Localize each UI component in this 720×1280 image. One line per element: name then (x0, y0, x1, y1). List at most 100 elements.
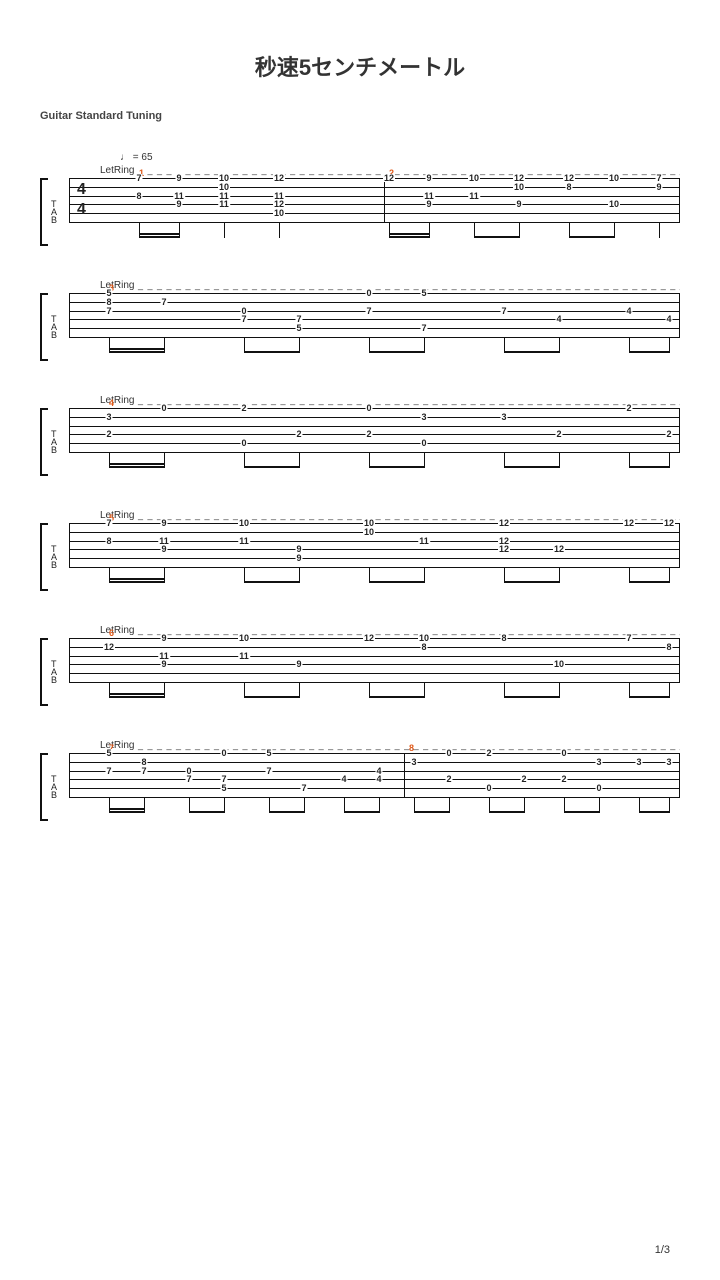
fret-number: 2 (560, 775, 567, 783)
fret-number: 12 (363, 634, 375, 642)
fret-number: 9 (425, 200, 432, 208)
barline (679, 753, 680, 797)
fret-number: 3 (410, 758, 417, 766)
fret-number: 7 (300, 784, 307, 792)
fret-number: 11 (418, 537, 430, 545)
fret-number: 7 (500, 307, 507, 315)
fret-number: 4 (375, 767, 382, 775)
fret-number: 7 (295, 315, 302, 323)
barline (69, 753, 70, 797)
fret-number: 7 (185, 775, 192, 783)
tab-system: LetRing _ _ _ _ _ _ _ _ _ _ _ _ _ _ _ _ … (40, 740, 680, 821)
fret-number: 7 (105, 519, 112, 527)
fret-number: 0 (220, 749, 227, 757)
fret-number: 8 (135, 192, 142, 200)
barline (679, 293, 680, 337)
barline (679, 638, 680, 682)
tab-clef: TAB (51, 408, 65, 476)
fret-number: 8 (105, 537, 112, 545)
fret-number: 12 (498, 537, 510, 545)
fret-number: 7 (655, 174, 662, 182)
let-ring-label: LetRing _ _ _ _ _ _ _ _ _ _ _ _ _ _ _ _ … (100, 740, 680, 751)
fret-number: 12 (383, 174, 395, 182)
tab-system: ♩ = 65LetRing _ _ _ _ _ _ _ _ _ _ _ _ _ … (40, 152, 680, 246)
fret-number: 7 (265, 767, 272, 775)
fret-number: 11 (238, 652, 250, 660)
fret-number: 9 (655, 183, 662, 191)
fret-number: 10 (553, 660, 565, 668)
fret-number: 7 (240, 315, 247, 323)
fret-number: 2 (485, 749, 492, 757)
fret-number: 11 (423, 192, 435, 200)
fret-number: 9 (295, 660, 302, 668)
fret-number: 8 (140, 758, 147, 766)
fret-number: 10 (238, 519, 250, 527)
fret-number: 7 (220, 775, 227, 783)
fret-number: 9 (295, 545, 302, 553)
fret-number: 0 (240, 307, 247, 315)
fret-number: 7 (105, 767, 112, 775)
fret-number: 3 (500, 413, 507, 421)
fret-number: 8 (105, 298, 112, 306)
let-ring-label: LetRing _ _ _ _ _ _ _ _ _ _ _ _ _ _ _ _ … (100, 625, 680, 636)
tab-clef: TAB (51, 178, 65, 246)
fret-number: 9 (160, 545, 167, 553)
tab-systems: ♩ = 65 LetRing _ _ _ _ _ _ _ _ _ _ _ _ _ … (40, 152, 680, 821)
fret-number: 9 (295, 554, 302, 562)
fret-number: 12 (663, 519, 675, 527)
fret-number: 2 (365, 430, 372, 438)
fret-number: 10 (418, 634, 430, 642)
fret-number: 12 (273, 200, 285, 208)
fret-number: 11 (238, 537, 250, 545)
tab-system: LetRing _ _ _ _ _ _ _ _ _ _ _ _ _ _ _ _ … (40, 395, 680, 476)
fret-number: 0 (420, 439, 427, 447)
fret-number: 2 (445, 775, 452, 783)
barline (679, 408, 680, 452)
fret-number: 2 (555, 430, 562, 438)
fret-number: 0 (485, 784, 492, 792)
fret-number: 5 (420, 289, 427, 297)
fret-number: 12 (553, 545, 565, 553)
fret-number: 0 (185, 767, 192, 775)
fret-number: 9 (160, 519, 167, 527)
fret-number: 12 (103, 643, 115, 651)
fret-number: 10 (513, 183, 525, 191)
fret-number: 4 (625, 307, 632, 315)
fret-number: 10 (363, 519, 375, 527)
fret-number: 3 (420, 413, 427, 421)
measure-number: 6 (109, 628, 114, 638)
fret-number: 11 (468, 192, 480, 200)
fret-number: 0 (445, 749, 452, 757)
fret-number: 2 (625, 404, 632, 412)
tab-staff: 78578707075577444302202023033 (69, 753, 680, 821)
fret-number: 9 (175, 200, 182, 208)
fret-number: 4 (375, 775, 382, 783)
measure-number: 8 (409, 743, 414, 753)
fret-number: 8 (420, 643, 427, 651)
fret-number: 2 (665, 430, 672, 438)
system-bracket (40, 178, 48, 246)
let-ring-label: LetRing _ _ _ _ _ _ _ _ _ _ _ _ _ _ _ _ … (100, 280, 680, 291)
system-bracket (40, 523, 48, 591)
fret-number: 5 (105, 289, 112, 297)
fret-number: 7 (135, 174, 142, 182)
tempo-mark: ♩ = 65 (120, 152, 680, 163)
fret-number: 11 (173, 192, 185, 200)
fret-number: 0 (560, 749, 567, 757)
fret-number: 10 (608, 200, 620, 208)
tuning-label: Guitar Standard Tuning (40, 110, 680, 122)
fret-number: 2 (295, 430, 302, 438)
fret-number: 7 (625, 634, 632, 642)
system-bracket (40, 753, 48, 821)
let-ring-label: LetRing _ _ _ _ _ _ _ _ _ _ _ _ _ _ _ _ … (100, 395, 680, 406)
fret-number: 11 (273, 192, 285, 200)
fret-number: 11 (218, 200, 230, 208)
tab-staff: 4412789119101011111211121012911910111210… (69, 178, 680, 246)
tab-system: LetRing _ _ _ _ _ _ _ _ _ _ _ _ _ _ _ _ … (40, 625, 680, 706)
fret-number: 4 (665, 315, 672, 323)
fret-number: 10 (608, 174, 620, 182)
barline (69, 178, 70, 222)
fret-number: 11 (158, 537, 170, 545)
tab-staff: 5789119101199101011121212121212 (69, 523, 680, 591)
barline (679, 178, 680, 222)
